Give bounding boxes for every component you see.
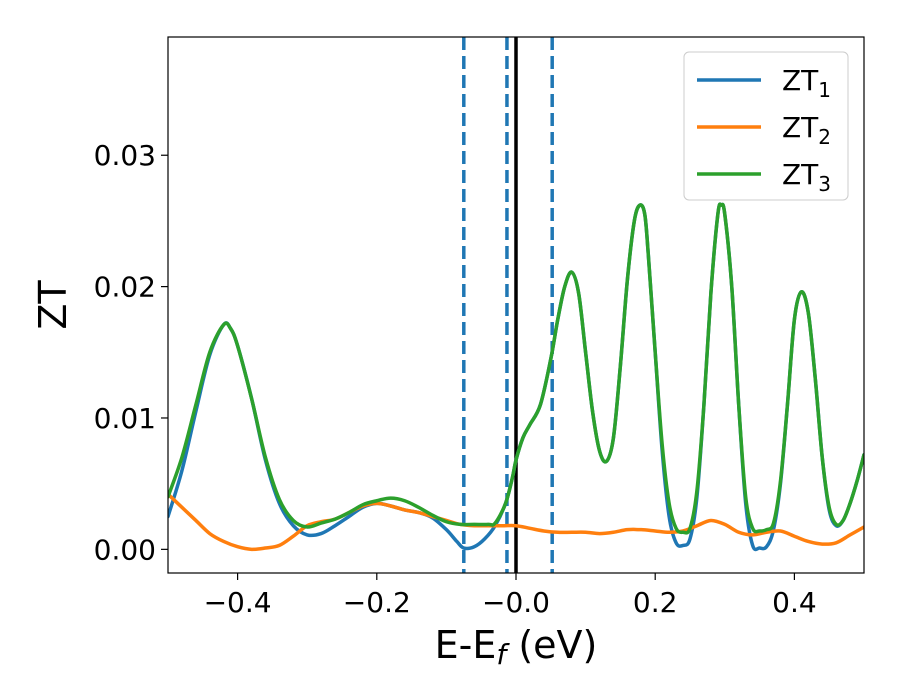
y-axis: 0.00 0.01 0.02 0.03 (94, 139, 168, 566)
legend-label-3: ZT3 (782, 158, 831, 196)
x-tick-label-4: 0.4 (772, 586, 817, 619)
legend-frame (683, 51, 849, 201)
x-axis-title-suffix: (eV) (506, 623, 597, 667)
x-axis-title: E-Ef (eV) (435, 623, 598, 671)
x-tick-label-0: −0.4 (204, 586, 272, 619)
series-group (168, 202, 864, 552)
legend-label-2: ZT2 (782, 111, 831, 149)
series-line-2 (168, 492, 864, 552)
x-tick-label-3: 0.2 (633, 586, 678, 619)
series-line-3 (168, 202, 864, 535)
y-tick-label-1: 0.01 (94, 402, 156, 435)
x-tick-label-1: −0.2 (343, 586, 411, 619)
x-axis-title-main: E-E (435, 623, 497, 667)
y-tick-label-2: 0.02 (94, 271, 156, 304)
x-axis: −0.4 −0.2 −0.0 0.2 0.4 (204, 573, 817, 619)
y-tick-label-0: 0.00 (94, 533, 156, 566)
y-axis-title: ZT (31, 280, 75, 330)
x-tick-label-2: −0.0 (482, 586, 550, 619)
y-tick-label-3: 0.03 (94, 139, 156, 172)
legend: ZT1 ZT2 ZT3 (683, 51, 849, 201)
legend-label-1: ZT1 (782, 64, 831, 102)
reference-lines (462, 37, 554, 573)
